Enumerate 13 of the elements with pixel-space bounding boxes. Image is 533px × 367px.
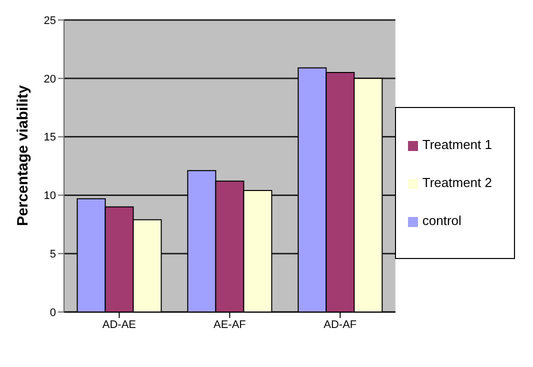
- y-tick-label: 5: [50, 248, 56, 261]
- x-tick-label: AE-AF: [213, 318, 246, 331]
- legend-label: Treatment 1: [422, 137, 492, 152]
- y-tick-label: 15: [44, 132, 56, 144]
- x-tick-label: AD-AE: [102, 318, 136, 331]
- legend-label: Treatment 2: [422, 175, 492, 190]
- y-tick-label: 20: [44, 73, 56, 86]
- y-tick-label: 0: [50, 306, 56, 319]
- x-tick-label: AD-AF: [324, 318, 357, 331]
- y-axis-title: Percentage viability: [14, 84, 32, 226]
- legend-label: control: [422, 213, 462, 228]
- y-tick-label: 10: [44, 190, 56, 202]
- y-tick-label: 25: [44, 14, 56, 27]
